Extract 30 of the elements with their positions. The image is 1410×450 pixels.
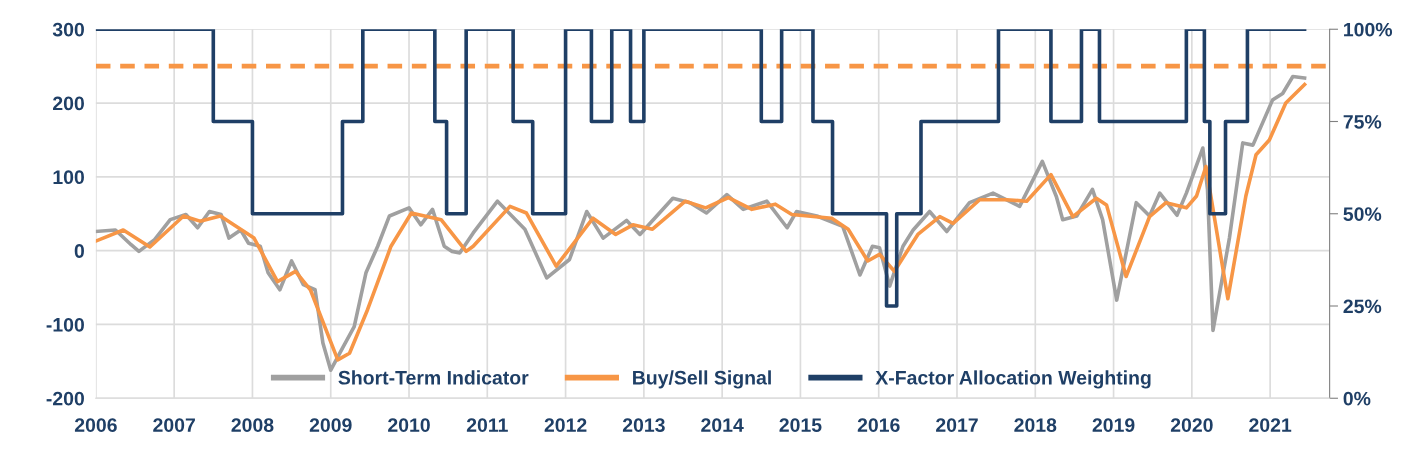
y-tick-label: -100 bbox=[46, 317, 84, 332]
y2-tick-label: 75% bbox=[1343, 115, 1382, 129]
y2-tick-label: 100% bbox=[1344, 22, 1393, 37]
legend-label: Short-Term Indicator bbox=[338, 370, 529, 385]
x-tick-label: 2018 bbox=[1014, 418, 1057, 432]
y-tick-label: -200 bbox=[46, 391, 84, 406]
x-tick-label: 2014 bbox=[701, 418, 744, 432]
x-tick-label: 2009 bbox=[309, 418, 352, 432]
y2-tick-label: 25% bbox=[1343, 299, 1382, 314]
x-tick-label: 2012 bbox=[544, 418, 587, 432]
y2-tick-label: 50% bbox=[1343, 207, 1382, 221]
x-tick-label: 2007 bbox=[153, 418, 195, 432]
x-tick-label: 2019 bbox=[1092, 418, 1135, 432]
x-tick-label: 2020 bbox=[1170, 418, 1213, 432]
y-tick-label: 100 bbox=[53, 170, 84, 185]
x-tick-label: 2006 bbox=[74, 418, 117, 432]
y2-tick-label: 0% bbox=[1343, 391, 1371, 406]
x-tick-label: 2010 bbox=[388, 418, 430, 432]
x-tick-label: 2015 bbox=[779, 418, 822, 432]
legend-label: X-Factor Allocation Weighting bbox=[875, 370, 1151, 389]
y-tick-label: 300 bbox=[52, 22, 84, 37]
y-tick-label: 200 bbox=[53, 96, 84, 111]
legend-label: Buy/Sell Signal bbox=[633, 370, 771, 389]
x-tick-label: 2016 bbox=[857, 418, 900, 432]
x-tick-label: 2013 bbox=[622, 418, 665, 432]
y-tick-label: 0 bbox=[74, 244, 84, 258]
x-tick-label: 2021 bbox=[1249, 418, 1292, 432]
x-tick-label: 2011 bbox=[466, 418, 508, 432]
x-tick-label: 2017 bbox=[936, 418, 978, 432]
x-tick-label: 2008 bbox=[231, 418, 274, 432]
